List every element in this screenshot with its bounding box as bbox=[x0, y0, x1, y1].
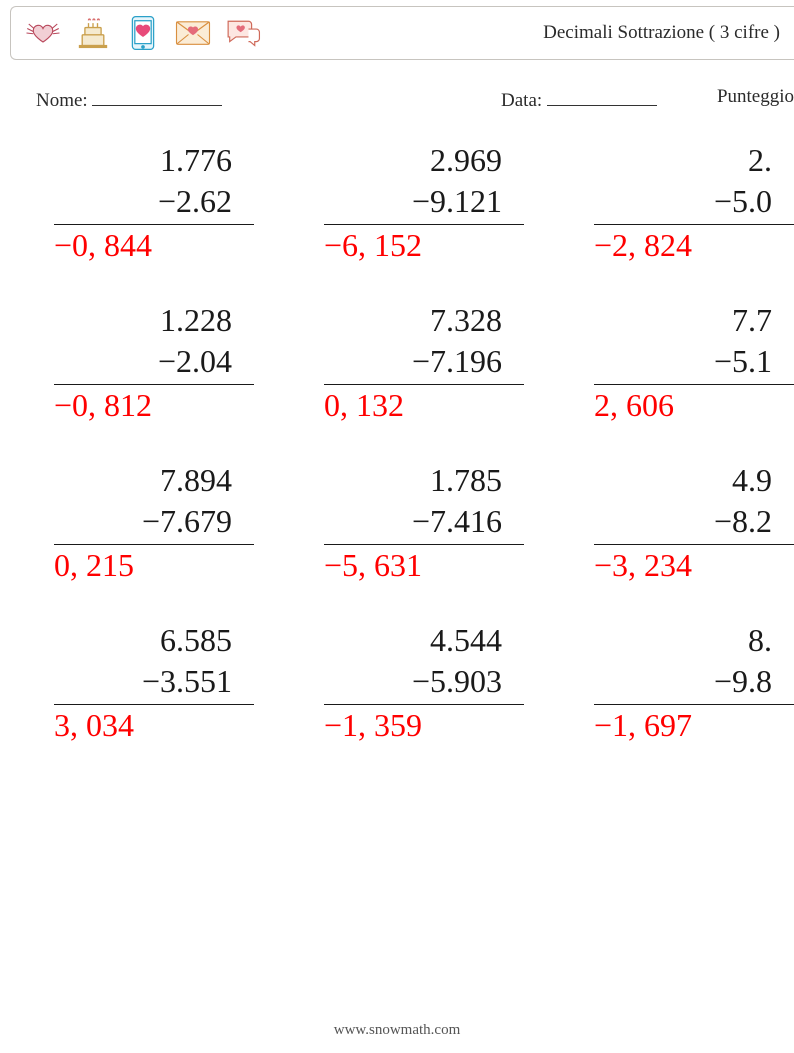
problem-row: 1.776 −2.62 −0, 844 2.969 −9.121 −6, 152… bbox=[54, 140, 794, 264]
problem: 4.544 −5.903 −1, 359 bbox=[324, 620, 524, 744]
subtrahend: −5.0 bbox=[594, 181, 794, 225]
answer: −3, 234 bbox=[594, 547, 794, 584]
problem: 7.894 −7.679 0, 215 bbox=[54, 460, 254, 584]
minuend: 2.969 bbox=[324, 140, 524, 181]
answer: −1, 697 bbox=[594, 707, 794, 744]
problem: 2. −5.0 −2, 824 bbox=[594, 140, 794, 264]
answer: −0, 812 bbox=[54, 387, 254, 424]
date-blank bbox=[547, 86, 657, 106]
problem: 6.585 −3.551 3, 034 bbox=[54, 620, 254, 744]
answer: −1, 359 bbox=[324, 707, 524, 744]
winged-heart-icon bbox=[25, 15, 61, 51]
minuend: 2. bbox=[594, 140, 794, 181]
problem: 2.969 −9.121 −6, 152 bbox=[324, 140, 524, 264]
phone-heart-icon bbox=[125, 15, 161, 51]
worksheet-title: Decimali Sottrazione ( 3 cifre ) bbox=[543, 22, 780, 44]
name-field: Nome: bbox=[36, 86, 222, 112]
answer: 2, 606 bbox=[594, 387, 794, 424]
subtrahend: −8.2 bbox=[594, 501, 794, 545]
problem: 7.7 −5.1 2, 606 bbox=[594, 300, 794, 424]
date-label: Data: bbox=[501, 90, 542, 111]
name-blank bbox=[92, 86, 222, 106]
problem: 1.776 −2.62 −0, 844 bbox=[54, 140, 254, 264]
footer-url: www.snowmath.com bbox=[0, 1022, 794, 1039]
meta-row: Nome: Data: Punteggio bbox=[36, 86, 794, 112]
answer: −0, 844 bbox=[54, 227, 254, 264]
minuend: 7.328 bbox=[324, 300, 524, 341]
minuend: 1.785 bbox=[324, 460, 524, 501]
answer: −5, 631 bbox=[324, 547, 524, 584]
subtrahend: −3.551 bbox=[54, 661, 254, 705]
score-field: Punteggio bbox=[717, 86, 794, 112]
problems-grid: 1.776 −2.62 −0, 844 2.969 −9.121 −6, 152… bbox=[54, 140, 794, 780]
subtrahend: −9.8 bbox=[594, 661, 794, 705]
minuend: 4.544 bbox=[324, 620, 524, 661]
name-label: Nome: bbox=[36, 90, 88, 111]
problem: 4.9 −8.2 −3, 234 bbox=[594, 460, 794, 584]
minuend: 7.894 bbox=[54, 460, 254, 501]
header-icon-row bbox=[25, 15, 261, 51]
problem-row: 7.894 −7.679 0, 215 1.785 −7.416 −5, 631… bbox=[54, 460, 794, 584]
answer: 3, 034 bbox=[54, 707, 254, 744]
subtrahend: −5.1 bbox=[594, 341, 794, 385]
chat-heart-icon bbox=[225, 15, 261, 51]
answer: −6, 152 bbox=[324, 227, 524, 264]
minuend: 4.9 bbox=[594, 460, 794, 501]
subtrahend: −7.196 bbox=[324, 341, 524, 385]
date-field: Data: bbox=[501, 86, 657, 112]
minuend: 6.585 bbox=[54, 620, 254, 661]
subtrahend: −2.04 bbox=[54, 341, 254, 385]
subtrahend: −7.416 bbox=[324, 501, 524, 545]
answer: −2, 824 bbox=[594, 227, 794, 264]
answer: 0, 132 bbox=[324, 387, 524, 424]
cake-icon bbox=[75, 15, 111, 51]
minuend: 7.7 bbox=[594, 300, 794, 341]
header-bar: Decimali Sottrazione ( 3 cifre ) bbox=[10, 6, 794, 60]
problem: 7.328 −7.196 0, 132 bbox=[324, 300, 524, 424]
answer: 0, 215 bbox=[54, 547, 254, 584]
score-label: Punteggio bbox=[717, 86, 794, 107]
problem: 8. −9.8 −1, 697 bbox=[594, 620, 794, 744]
problem-row: 1.228 −2.04 −0, 812 7.328 −7.196 0, 132 … bbox=[54, 300, 794, 424]
problem: 1.785 −7.416 −5, 631 bbox=[324, 460, 524, 584]
minuend: 8. bbox=[594, 620, 794, 661]
subtrahend: −5.903 bbox=[324, 661, 524, 705]
problem: 1.228 −2.04 −0, 812 bbox=[54, 300, 254, 424]
minuend: 1.228 bbox=[54, 300, 254, 341]
subtrahend: −9.121 bbox=[324, 181, 524, 225]
problem-row: 6.585 −3.551 3, 034 4.544 −5.903 −1, 359… bbox=[54, 620, 794, 744]
minuend: 1.776 bbox=[54, 140, 254, 181]
subtrahend: −7.679 bbox=[54, 501, 254, 545]
subtrahend: −2.62 bbox=[54, 181, 254, 225]
envelope-heart-icon bbox=[175, 15, 211, 51]
